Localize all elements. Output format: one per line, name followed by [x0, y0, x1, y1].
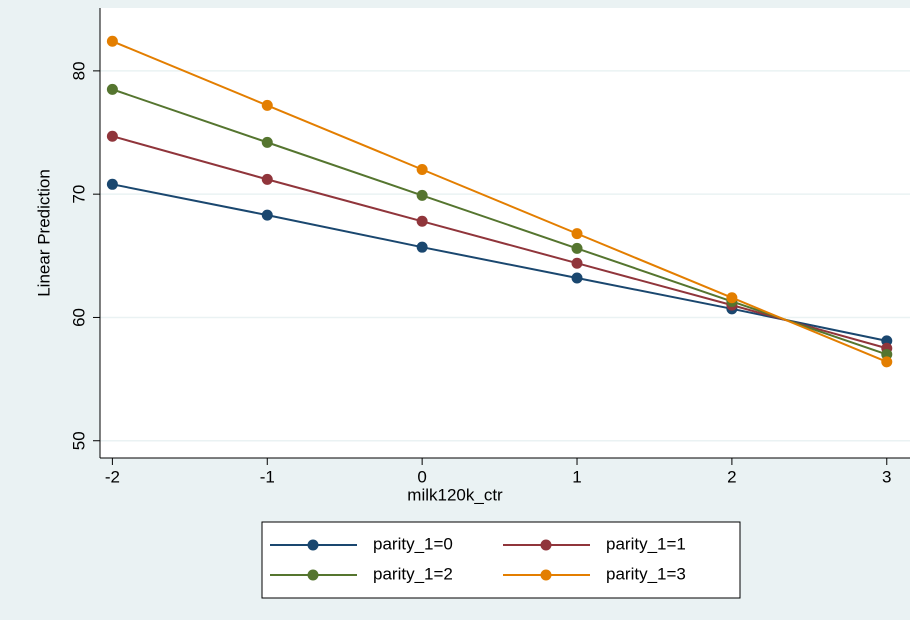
y-tick-label: 60	[69, 308, 88, 327]
point	[416, 215, 428, 227]
legend-label: parity_1=2	[373, 564, 453, 583]
y-tick-label: 80	[69, 61, 88, 80]
x-tick-label: 2	[727, 467, 736, 486]
legend-label: parity_1=3	[606, 564, 686, 583]
point	[571, 257, 583, 269]
plot-area	[100, 8, 910, 458]
point	[726, 292, 738, 304]
point	[106, 35, 118, 47]
point	[416, 164, 428, 176]
point	[571, 228, 583, 240]
y-tick-label: 70	[69, 185, 88, 204]
y-axis-title: Linear Prediction	[34, 169, 53, 297]
y-tick-label: 50	[69, 431, 88, 450]
legend-marker	[540, 539, 552, 551]
point	[106, 178, 118, 190]
legend-label: parity_1=0	[373, 534, 453, 553]
legend-marker	[307, 569, 319, 581]
point	[261, 173, 273, 185]
x-tick-label: 3	[882, 467, 891, 486]
legend-marker	[307, 539, 319, 551]
series-line	[112, 135, 888, 350]
series-line	[112, 40, 888, 363]
point	[416, 241, 428, 253]
point	[571, 242, 583, 254]
x-tick-label: 0	[417, 467, 426, 486]
point	[881, 356, 893, 368]
series-line	[112, 183, 887, 342]
point	[261, 136, 273, 148]
point	[571, 272, 583, 284]
x-tick-label: -1	[260, 467, 275, 486]
point	[261, 209, 273, 221]
point	[106, 83, 118, 95]
point	[106, 130, 118, 142]
series-line	[112, 88, 888, 356]
point	[416, 189, 428, 201]
x-axis-title: milk120k_ctr	[407, 485, 503, 504]
x-tick-label: 1	[572, 467, 581, 486]
legend-box	[261, 521, 741, 599]
point	[261, 99, 273, 111]
x-tick-label: -2	[105, 467, 120, 486]
legend-marker	[540, 569, 552, 581]
legend-label: parity_1=1	[606, 534, 686, 553]
